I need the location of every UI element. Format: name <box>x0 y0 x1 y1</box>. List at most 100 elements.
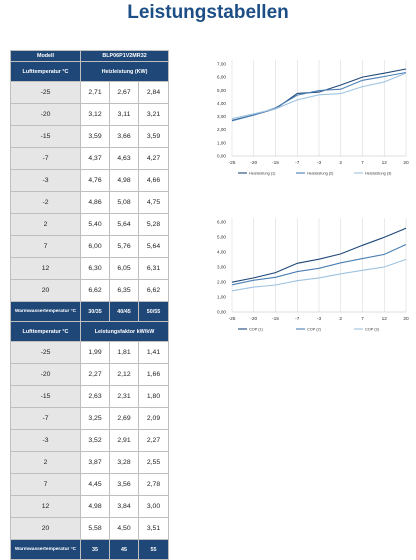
value-cell: 3,28 <box>109 451 139 474</box>
water-temp-label: Warmwassertemperatur °C <box>10 301 81 322</box>
x-tick-label: -15 <box>272 160 279 166</box>
air-temp-header-row: Lufttemperatur °C Heizleistung (KW) <box>10 61 170 82</box>
value-cell: 3,12 <box>80 103 110 126</box>
air-temp-cell: -20 <box>10 363 81 386</box>
air-temp-label: Lufttemperatur °C <box>10 61 81 82</box>
y-tick-label: 0,00 <box>217 154 226 159</box>
cop-chart: 6,00 5,00 4,00 3,00 2,00 1,00 0,00-25 -20 -15 -7 -… <box>217 218 409 331</box>
table-row: -25 2,71 2,67 2,84 <box>10 81 170 104</box>
value-cell: 3,59 <box>80 125 110 148</box>
table-row: -15 2,63 2,31 1,80 <box>10 385 170 408</box>
value-cell: 5,28 <box>137 213 170 236</box>
x-tick-label: 20 <box>403 160 409 166</box>
model-row: Modell BLP06P1V2MR32 <box>10 50 170 62</box>
air-temp-cell: -25 <box>10 81 81 104</box>
air-temp-cell: 12 <box>10 495 81 518</box>
water-temp-label: Warmwassertemperatur °C <box>10 539 81 560</box>
value-cell: 6,62 <box>137 279 170 302</box>
table-row: -3 4,76 4,98 4,66 <box>10 169 170 192</box>
y-tick-label: 2,00 <box>217 127 226 132</box>
value-cell: 2,63 <box>80 385 110 408</box>
table-row: -20 3,12 3,11 3,21 <box>10 103 170 126</box>
table-row: -3 3,52 2,91 2,27 <box>10 429 170 452</box>
y-tick-label: 6,00 <box>217 220 226 225</box>
air-temp-cell: 7 <box>10 473 81 496</box>
x-tick-label: 12 <box>382 160 388 166</box>
series-line-3 <box>231 72 407 120</box>
value-cell: 2,67 <box>109 81 139 104</box>
table-row: 20 6,62 6,35 6,62 <box>10 279 170 302</box>
table-row: 12 6,30 6,05 6,31 <box>10 257 170 280</box>
legend-label: COP (3) <box>365 327 380 331</box>
table-row: -25 1,99 1,81 1,41 <box>10 341 170 364</box>
value-cell: 3,66 <box>109 125 139 148</box>
air-temp-cell: -2 <box>10 191 81 214</box>
y-tick-label: 3,00 <box>217 265 226 270</box>
legend-label: COP (1) <box>249 327 264 331</box>
table-row: -7 3,25 2,69 2,09 <box>10 407 170 430</box>
legend-label: Heizleistung (2) <box>307 171 334 175</box>
x-tick-label: 2 <box>339 316 342 322</box>
y-tick-label: 4,00 <box>217 250 226 255</box>
value-cell: 2,71 <box>80 81 110 104</box>
cop-label: Leistungsfaktor kW/kW <box>79 321 170 342</box>
y-tick-label: 1,00 <box>217 295 226 300</box>
y-tick-label: 5,00 <box>217 235 226 240</box>
value-cell: 2,27 <box>137 429 170 452</box>
performance-table: Modell BLP06P1V2MR32 Lufttemperatur °C H… <box>10 50 170 560</box>
value-cell: 4,37 <box>80 147 110 170</box>
value-cell: 4,86 <box>80 191 110 214</box>
value-cell: 4,50 <box>109 517 139 540</box>
water-temp-value: 35 <box>80 539 110 560</box>
value-cell: 5,08 <box>109 191 139 214</box>
value-cell: 1,99 <box>80 341 110 364</box>
value-cell: 2,91 <box>109 429 139 452</box>
heat-output-chart: 7,00 6,00 5,00 4,00 3,00 2,00 1,00 0,00-25 -20 -1… <box>217 60 409 175</box>
value-cell: 6,05 <box>109 257 139 280</box>
y-tick-label: 5,00 <box>217 88 226 93</box>
air-temp-cell: 2 <box>10 451 81 474</box>
value-cell: 1,80 <box>137 385 170 408</box>
table-row: 12 4,98 3,84 3,00 <box>10 495 170 518</box>
air-temp-cell: 20 <box>10 279 81 302</box>
value-cell: 4,75 <box>137 191 170 214</box>
air-temp-cell: -25 <box>10 341 81 364</box>
value-cell: 3,11 <box>109 103 139 126</box>
x-tick-label: -25 <box>229 316 236 322</box>
air-temp-cell: -7 <box>10 147 81 170</box>
value-cell: 2,31 <box>109 385 139 408</box>
value-cell: 6,62 <box>80 279 110 302</box>
air-temp-cell: -20 <box>10 103 81 126</box>
y-tick-label: 0,00 <box>217 310 226 315</box>
table-row: 2 3,87 3,28 2,55 <box>10 451 170 474</box>
value-cell: 3,00 <box>137 495 170 518</box>
value-cell: 1,66 <box>137 363 170 386</box>
x-tick-label: -25 <box>229 160 236 166</box>
x-tick-label: 7 <box>361 316 364 322</box>
x-tick-label: -3 <box>317 160 322 166</box>
legend-label: Heizleistung (3) <box>365 171 392 175</box>
value-cell: 3,84 <box>109 495 139 518</box>
table-row: -20 2,27 2,12 1,66 <box>10 363 170 386</box>
air-temp-cell: 7 <box>10 235 81 258</box>
value-cell: 4,66 <box>137 169 170 192</box>
table-row: 7 6,00 5,76 5,64 <box>10 235 170 258</box>
value-cell: 3,25 <box>80 407 110 430</box>
air-temp-cell: -3 <box>10 429 81 452</box>
value-cell: 3,21 <box>137 103 170 126</box>
value-cell: 3,56 <box>109 473 139 496</box>
y-tick-label: 3,00 <box>217 114 226 119</box>
air-temp-cell: 2 <box>10 213 81 236</box>
y-tick-label: 6,00 <box>217 75 226 80</box>
value-cell: 4,98 <box>80 495 110 518</box>
value-cell: 4,76 <box>80 169 110 192</box>
cop-header-row: Lufttemperatur °C Leistungsfaktor kW/kW <box>10 321 170 342</box>
table-row: -2 4,86 5,08 4,75 <box>10 191 170 214</box>
value-cell: 2,09 <box>137 407 170 430</box>
value-cell: 6,35 <box>109 279 139 302</box>
series-line-2 <box>231 243 407 286</box>
value-cell: 3,59 <box>137 125 170 148</box>
value-cell: 6,30 <box>80 257 110 280</box>
y-tick-label: 1,00 <box>217 140 226 145</box>
value-cell: 2,69 <box>109 407 139 430</box>
